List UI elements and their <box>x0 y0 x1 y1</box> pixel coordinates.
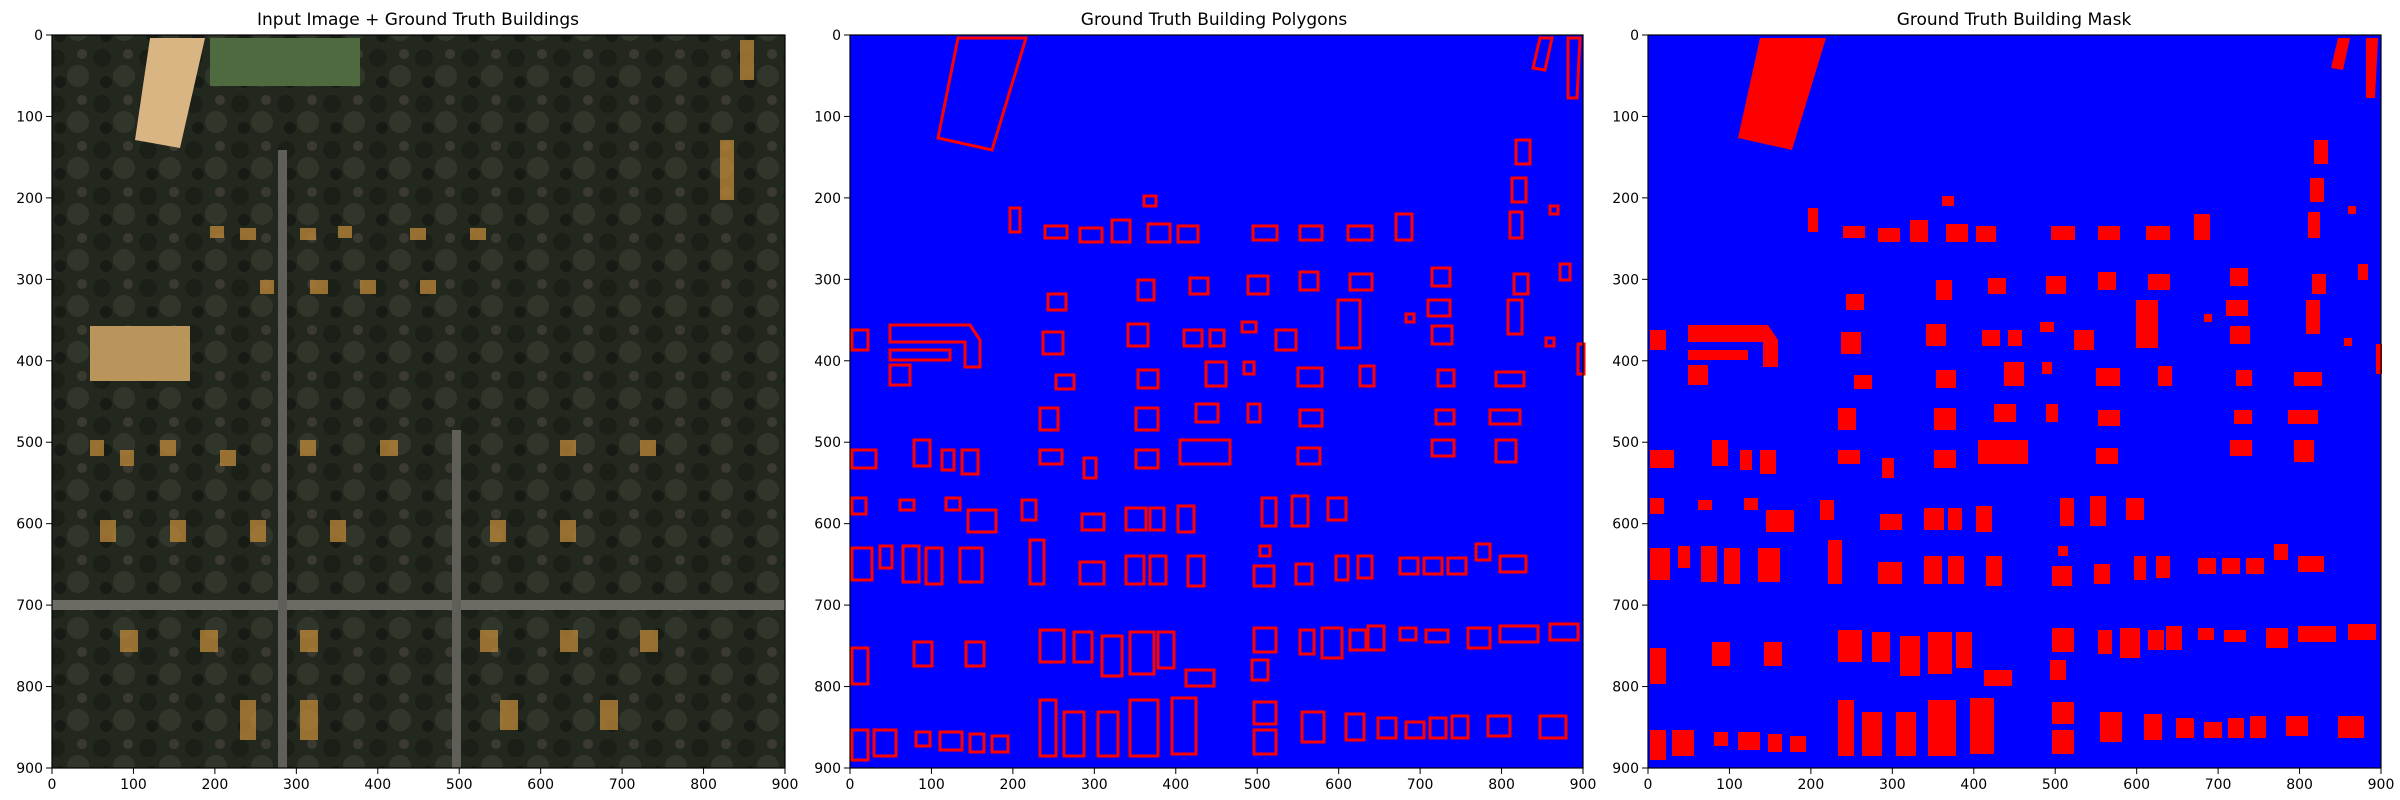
y-tick-label: 700 <box>814 598 841 614</box>
y-axis: 0 100 200 300 400 500 600 700 800 900 <box>16 28 52 777</box>
y-tick-label: 900 <box>16 761 43 777</box>
x-tick-label: 200 <box>1798 777 1825 793</box>
x-axis: 0 100 200 300 400 500 600 700 800 900 <box>48 768 799 793</box>
y-tick-label: 800 <box>814 680 841 696</box>
y-tick-label: 100 <box>1612 109 1639 125</box>
y-tick-label: 400 <box>814 354 841 370</box>
y-tick-label: 400 <box>16 354 43 370</box>
aerial-image <box>52 35 785 768</box>
x-tick-label: 700 <box>609 777 636 793</box>
x-axis: 0 100 200 300 400 500 600 700 800 900 <box>846 768 1597 793</box>
y-tick-label: 0 <box>1630 28 1639 44</box>
panel-title: Ground Truth Building Mask <box>1897 10 2132 30</box>
y-tick-label: 700 <box>16 598 43 614</box>
y-tick-label: 100 <box>814 109 841 125</box>
y-tick-label: 0 <box>34 28 43 44</box>
panel-building-polygons: Ground Truth Building Polygons <box>814 10 1596 793</box>
building-mask <box>1650 38 2382 760</box>
y-tick-label: 500 <box>814 435 841 451</box>
polygon-background <box>850 35 1583 768</box>
y-tick-label: 600 <box>16 517 43 533</box>
x-tick-label: 100 <box>1716 777 1743 793</box>
x-tick-label: 300 <box>1879 777 1906 793</box>
road-vertical <box>278 150 287 768</box>
y-tick-label: 900 <box>814 761 841 777</box>
x-tick-label: 600 <box>1325 777 1352 793</box>
y-tick-label: 200 <box>16 191 43 207</box>
x-tick-label: 200 <box>1000 777 1027 793</box>
x-tick-label: 700 <box>2205 777 2232 793</box>
axes-frame <box>849 34 1584 769</box>
x-tick-label: 300 <box>283 777 310 793</box>
x-tick-label: 900 <box>2368 777 2395 793</box>
x-tick-label: 600 <box>2123 777 2150 793</box>
y-tick-label: 200 <box>814 191 841 207</box>
y-axis: 0 100 200 300 400 500 600 700 800 900 <box>1612 28 1648 777</box>
road-vertical <box>452 430 461 768</box>
x-tick-label: 400 <box>1960 777 1987 793</box>
x-tick-label: 600 <box>527 777 554 793</box>
x-tick-label: 0 <box>1644 777 1653 793</box>
y-tick-label: 300 <box>16 272 43 288</box>
panel-building-mask: Ground Truth Building Mask <box>1612 10 2394 793</box>
x-tick-label: 800 <box>1488 777 1515 793</box>
x-tick-label: 300 <box>1081 777 1108 793</box>
y-tick-label: 300 <box>814 272 841 288</box>
building-polygons <box>850 36 1586 762</box>
panel-input-image: Input Image + Ground Truth Buildings <box>16 10 798 793</box>
y-tick-label: 600 <box>814 517 841 533</box>
building-overlay-group <box>90 40 754 740</box>
y-tick-label: 100 <box>16 109 43 125</box>
y-tick-label: 200 <box>1612 191 1639 207</box>
axes-frame <box>1647 34 2382 769</box>
x-tick-label: 500 <box>1244 777 1271 793</box>
x-tick-label: 900 <box>1570 777 1597 793</box>
x-tick-label: 900 <box>772 777 799 793</box>
panel-title: Ground Truth Building Polygons <box>1081 10 1348 30</box>
grass-patch <box>210 38 360 86</box>
x-tick-label: 100 <box>918 777 945 793</box>
y-tick-label: 500 <box>1612 435 1639 451</box>
x-tick-label: 800 <box>2286 777 2313 793</box>
y-tick-label: 800 <box>16 680 43 696</box>
y-tick-label: 600 <box>1612 517 1639 533</box>
x-tick-label: 100 <box>120 777 147 793</box>
y-tick-label: 700 <box>1612 598 1639 614</box>
y-tick-label: 500 <box>16 435 43 451</box>
x-tick-label: 400 <box>1162 777 1189 793</box>
panel-title: Input Image + Ground Truth Buildings <box>257 10 579 30</box>
y-tick-label: 300 <box>1612 272 1639 288</box>
x-tick-label: 0 <box>846 777 855 793</box>
building-overlay <box>135 38 205 148</box>
road-horizontal <box>52 600 785 610</box>
x-tick-label: 400 <box>364 777 391 793</box>
y-axis: 0 100 200 300 400 500 600 700 800 900 <box>814 28 850 777</box>
x-tick-label: 500 <box>2042 777 2069 793</box>
y-tick-label: 400 <box>1612 354 1639 370</box>
y-tick-label: 800 <box>1612 680 1639 696</box>
axes-frame <box>51 34 786 769</box>
x-tick-label: 500 <box>446 777 473 793</box>
y-tick-label: 0 <box>832 28 841 44</box>
x-tick-label: 200 <box>202 777 229 793</box>
building-overlay <box>90 326 190 381</box>
x-tick-label: 700 <box>1407 777 1434 793</box>
x-tick-label: 0 <box>48 777 57 793</box>
x-axis: 0 100 200 300 400 500 600 700 800 900 <box>1644 768 2395 793</box>
x-tick-label: 800 <box>690 777 717 793</box>
y-tick-label: 900 <box>1612 761 1639 777</box>
mask-background <box>1648 35 2381 768</box>
